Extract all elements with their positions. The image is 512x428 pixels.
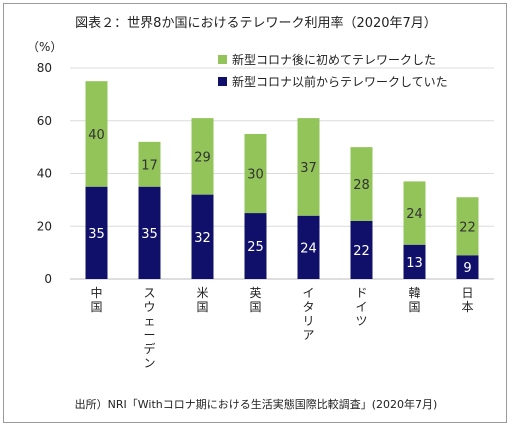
data-label: 37 xyxy=(300,161,317,176)
data-label: 22 xyxy=(459,220,476,235)
bar-segment xyxy=(85,186,108,279)
data-label: 29 xyxy=(194,150,211,165)
x-tick-label: 英国 xyxy=(249,286,261,314)
data-label: 17 xyxy=(141,158,158,173)
bar-segment xyxy=(456,197,479,256)
x-tick-label: イタリア xyxy=(302,286,314,342)
data-label: 30 xyxy=(247,168,264,183)
bar-segment xyxy=(403,181,426,245)
x-tick-label: 中国 xyxy=(90,285,102,314)
data-label: 32 xyxy=(194,231,211,246)
legend-swatch xyxy=(218,55,227,64)
gridlines xyxy=(70,67,494,280)
legend-label: 新型コロナ後に初めてテレワークした xyxy=(232,52,436,67)
bar-segment xyxy=(244,133,267,214)
bar-segment xyxy=(191,194,214,279)
data-label: 9 xyxy=(463,261,471,276)
data-label: 25 xyxy=(247,240,264,255)
chart-title: 図表２：世界8か国におけるテレワーク利用率（2020年7月） xyxy=(75,15,437,31)
x-tick-label: 韓国 xyxy=(408,286,420,314)
x-axis-labels: 中国 スウェーデン 米国 英国 イタリア ドイツ 韓国 日本 xyxy=(90,285,473,370)
data-label: 22 xyxy=(353,244,370,259)
bar-segment xyxy=(297,215,320,279)
data-label: 28 xyxy=(353,178,370,193)
bar-segment xyxy=(350,220,373,279)
x-tick-label: 日本 xyxy=(461,286,473,314)
y-tick-label: 0 xyxy=(44,272,52,286)
y-tick-label: 60 xyxy=(37,114,52,128)
y-tick-label: 20 xyxy=(37,219,52,233)
y-tick-label: 80 xyxy=(37,61,52,75)
bar-segment xyxy=(456,255,479,279)
data-label: 35 xyxy=(141,227,158,242)
y-tick-label: 40 xyxy=(37,167,52,181)
data-label: 40 xyxy=(88,128,105,143)
data-label: 35 xyxy=(88,227,105,242)
data-label: 24 xyxy=(300,241,317,256)
bar-segment xyxy=(297,118,320,216)
bar-segment xyxy=(244,213,267,279)
source-note: 出所）NRI「Withコロナ期における生活実態国際比較調査」(2020年7月) xyxy=(75,397,438,411)
bar-segment xyxy=(138,141,161,187)
bar-segment xyxy=(191,118,214,195)
data-label: 13 xyxy=(406,256,423,271)
x-tick-label: ドイツ xyxy=(355,286,367,328)
bar-segment xyxy=(350,147,373,221)
bar-segment xyxy=(403,244,426,279)
x-tick-label: スウェーデン xyxy=(143,286,155,370)
bar-segment xyxy=(85,81,108,187)
bars: 35 40 35 17 32 29 25 30 24 37 22 28 13 24 9 22 xyxy=(85,81,479,279)
y-axis-ticks: 0 20 40 60 80 xyxy=(37,61,52,286)
legend-swatch xyxy=(218,77,227,86)
y-axis-unit-label: （%） xyxy=(27,40,62,54)
data-label: 24 xyxy=(406,207,423,222)
legend-label: 新型コロナ以前からテレワークしていた xyxy=(232,74,448,89)
x-tick-label: 米国 xyxy=(196,286,208,314)
bar-segment xyxy=(138,186,161,279)
